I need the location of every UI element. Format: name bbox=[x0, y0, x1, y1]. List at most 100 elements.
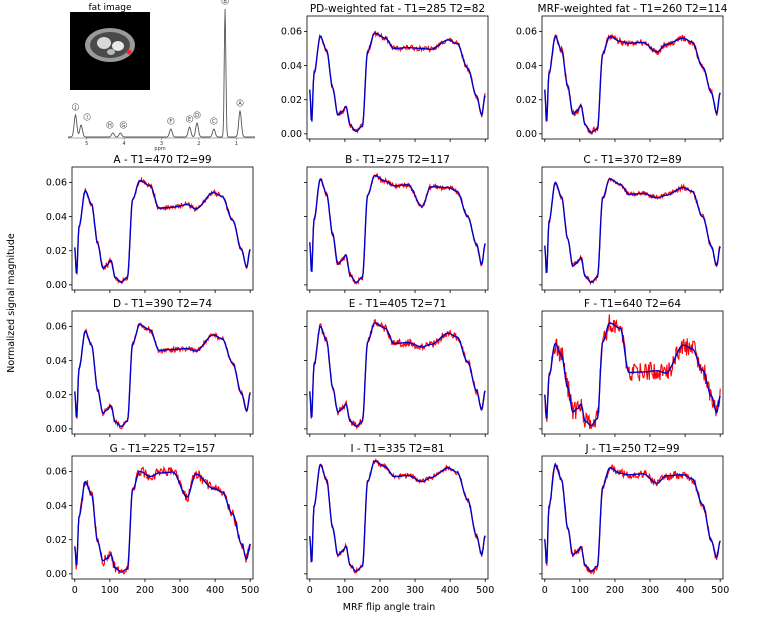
subplot-panel: A - T1=470 T2=99 0.00 0.02 0.04 0.06 bbox=[46, 154, 254, 293]
x-tick-label: 400 bbox=[441, 585, 459, 596]
y-tick-label: 0.00 bbox=[46, 424, 67, 435]
spectrum-peak-marker: H bbox=[106, 121, 114, 129]
spectrum-peak-label: G bbox=[121, 123, 125, 129]
measured-signal-line bbox=[74, 176, 251, 285]
spectrum-tick-label: 3 bbox=[160, 141, 163, 147]
subplot-grid: PD-weighted fat - T1=285 T2=82 0.00 0.02 0.… bbox=[46, 3, 729, 596]
y-tick-label: 0.06 bbox=[46, 467, 67, 478]
x-tick-label: 0 bbox=[307, 585, 313, 596]
x-axis-label: MRF flip angle train bbox=[343, 602, 435, 613]
fitted-signal-line bbox=[544, 178, 721, 284]
spectrum-peak-label: J bbox=[74, 105, 76, 111]
y-tick-label: 0.00 bbox=[46, 569, 67, 580]
spectrum-tick-label: 4 bbox=[123, 141, 126, 147]
axes-frame bbox=[541, 166, 724, 291]
x-tick-label: 300 bbox=[641, 585, 659, 596]
x-tick-label: 200 bbox=[606, 585, 624, 596]
y-tick-label: 0.06 bbox=[46, 178, 67, 189]
fitted-signal-line bbox=[544, 463, 721, 573]
axes-frame bbox=[306, 310, 489, 435]
y-tick-label: 0.00 bbox=[516, 129, 537, 140]
x-tick-label: 100 bbox=[101, 585, 119, 596]
subplot-panel: B - T1=275 T2=117 bbox=[304, 154, 489, 293]
y-tick-label: 0.02 bbox=[516, 95, 537, 106]
y-tick-label: 0.04 bbox=[516, 61, 537, 72]
subplot-title: I - T1=335 T2=81 bbox=[350, 443, 444, 455]
fitted-signal-line bbox=[309, 32, 486, 133]
subplot-panel: C - T1=370 T2=89 bbox=[539, 154, 724, 293]
subplot-panel: MRF-weighted fat - T1=260 T2=114 0.00 0.02… bbox=[516, 3, 728, 142]
subplot-title: C - T1=370 T2=89 bbox=[583, 154, 681, 166]
subplot-panel: E - T1=405 T2=71 bbox=[304, 298, 489, 437]
measured-signal-line bbox=[309, 173, 486, 285]
spectrum-peak-label: B bbox=[223, 0, 227, 5]
spectrum-xlabel: ppm bbox=[154, 146, 165, 152]
x-tick-label: 300 bbox=[171, 585, 189, 596]
fitted-signal-line bbox=[309, 174, 486, 284]
fitted-signal-line bbox=[309, 322, 486, 428]
measured-signal-line bbox=[74, 465, 251, 576]
x-tick-label: 0 bbox=[542, 585, 548, 596]
x-tick-label: 500 bbox=[476, 585, 494, 596]
x-tick-label: 500 bbox=[241, 585, 259, 596]
axes-frame bbox=[541, 310, 724, 435]
x-tick-label: 500 bbox=[711, 585, 729, 596]
y-tick-label: 0.06 bbox=[281, 27, 302, 38]
spectrum-peak-marker: J bbox=[71, 103, 80, 111]
subplot-panel: I - T1=335 T2=81 0 100 200 300 400 500 bbox=[304, 443, 494, 596]
axes-frame bbox=[71, 455, 254, 580]
spectrum-peak-marker: I bbox=[83, 113, 91, 121]
y-tick-label: 0.00 bbox=[46, 280, 67, 291]
fat-image-title: fat image bbox=[88, 3, 132, 13]
x-tick-label: 0 bbox=[72, 585, 78, 596]
subplot-title: J - T1=250 T2=99 bbox=[584, 443, 679, 455]
subplot-title: A - T1=470 T2=99 bbox=[113, 154, 211, 166]
fat-image-anatomy bbox=[85, 28, 135, 62]
y-tick-label: 0.04 bbox=[46, 501, 67, 512]
y-tick-label: 0.06 bbox=[46, 322, 67, 333]
x-tick-label: 400 bbox=[206, 585, 224, 596]
spectrum-peak-label: E bbox=[188, 117, 191, 123]
spectrum-peak-marker: F bbox=[167, 117, 175, 125]
spectrum-peak-label: H bbox=[108, 123, 112, 129]
y-tick-label: 0.02 bbox=[281, 95, 302, 106]
y-tick-label: 0.04 bbox=[281, 61, 302, 72]
fitted-signal-line bbox=[74, 470, 251, 573]
x-tick-label: 300 bbox=[406, 585, 424, 596]
fitted-signal-line bbox=[544, 35, 721, 133]
spectrum-peak-label: I bbox=[86, 115, 87, 121]
subplot-title: D - T1=390 T2=74 bbox=[113, 298, 212, 310]
subplot-panel: F - T1=640 T2=64 bbox=[539, 298, 724, 437]
measured-signal-line bbox=[309, 318, 486, 430]
spectrum-peak-marker: C bbox=[210, 117, 218, 125]
fitted-signal-line bbox=[544, 322, 721, 427]
fitted-signal-line bbox=[309, 460, 486, 573]
measured-signal-line bbox=[309, 30, 486, 134]
spectrum-peak-label: F bbox=[169, 119, 172, 125]
spectrum-peak-marker: G bbox=[119, 121, 127, 129]
subplot-panel: J - T1=250 T2=99 0 100 200 300 400 500 bbox=[539, 443, 729, 596]
measured-signal-line bbox=[544, 314, 721, 430]
x-tick-label: 100 bbox=[336, 585, 354, 596]
inset-panel: fat image J I H G F ED C B A 5 4 3 2 1 ppm bbox=[68, 0, 255, 152]
axes-frame bbox=[306, 15, 489, 140]
measured-signal-line bbox=[544, 33, 721, 135]
spectrum-peak-marker: E bbox=[185, 115, 194, 123]
subplot-title: G - T1=225 T2=157 bbox=[110, 443, 216, 455]
axes-frame bbox=[71, 166, 254, 291]
y-axis-label: Normalized signal magnitude bbox=[6, 233, 17, 373]
spectrum-peak-marker: D bbox=[193, 111, 201, 119]
y-tick-label: 0.04 bbox=[46, 212, 67, 223]
x-tick-label: 200 bbox=[136, 585, 154, 596]
subplot-title: MRF-weighted fat - T1=260 T2=114 bbox=[538, 3, 728, 15]
axes-frame bbox=[306, 166, 489, 291]
spectrum-peak-label: A bbox=[238, 101, 242, 107]
spectrum-peak-label: D bbox=[195, 113, 199, 119]
subplot-panel: PD-weighted fat - T1=285 T2=82 0.00 0.02 0.… bbox=[281, 3, 489, 142]
spectrum-peak-marker: A bbox=[236, 99, 244, 107]
measured-signal-line bbox=[74, 322, 251, 430]
x-tick-label: 200 bbox=[371, 585, 389, 596]
subplot-panel: G - T1=225 T2=157 0.00 0.02 0.04 0.06 0 100 200… bbox=[46, 443, 259, 596]
y-tick-label: 0.02 bbox=[46, 535, 67, 546]
